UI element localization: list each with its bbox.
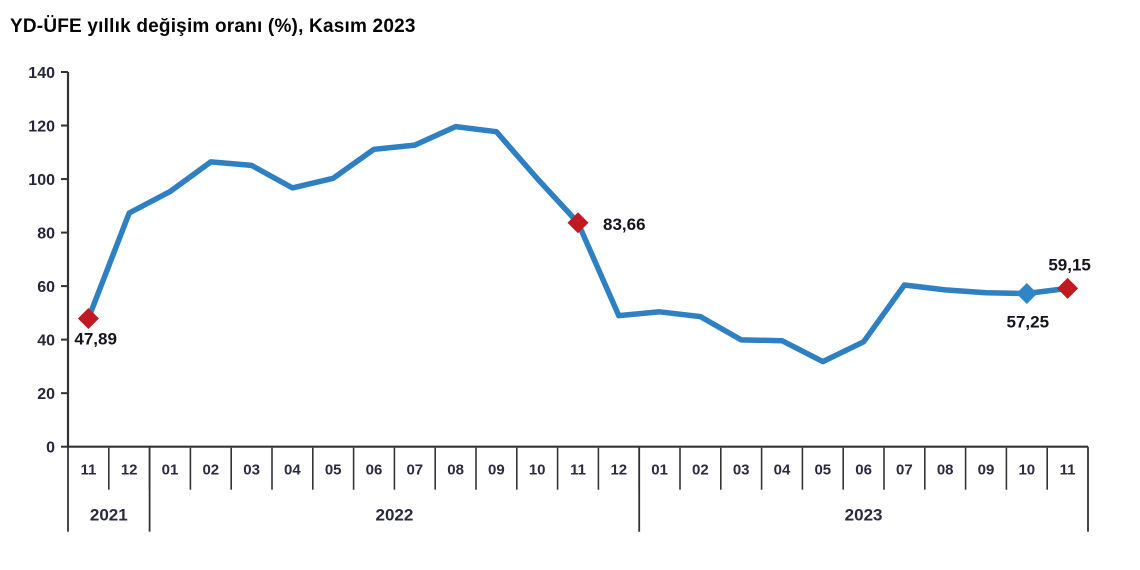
month-label: 12	[121, 462, 138, 479]
y-tick-label: 60	[37, 279, 55, 296]
month-label: 01	[651, 462, 668, 479]
month-label: 03	[733, 462, 750, 479]
data-point-label: 83,66	[603, 215, 646, 234]
month-label: 02	[692, 462, 709, 479]
data-point-marker	[1016, 282, 1038, 304]
y-tick-label: 0	[46, 440, 55, 457]
month-label: 04	[284, 462, 301, 479]
month-label: 09	[488, 462, 505, 479]
month-label: 01	[162, 462, 179, 479]
data-point-marker	[1057, 277, 1079, 299]
month-label: 05	[325, 462, 342, 479]
data-point-label: 47,89	[74, 330, 117, 349]
chart-title: YD-ÜFE yıllık değişim oranı (%), Kasım 2…	[10, 16, 416, 37]
data-point-marker	[567, 212, 589, 234]
month-label: 08	[447, 462, 464, 479]
month-label: 11	[570, 462, 586, 479]
month-label: 04	[774, 462, 791, 479]
y-tick-label: 40	[37, 333, 55, 350]
y-tick-label: 120	[28, 119, 55, 136]
year-label: 2021	[90, 506, 128, 525]
data-point-marker	[77, 308, 99, 330]
data-point-label: 57,25	[1007, 312, 1050, 331]
y-tick-label: 20	[37, 386, 55, 403]
month-label: 06	[366, 462, 383, 479]
month-label: 05	[814, 462, 831, 479]
month-label: 12	[610, 462, 627, 479]
year-label: 2023	[845, 506, 883, 525]
month-label: 08	[937, 462, 954, 479]
month-label: 09	[978, 462, 995, 479]
y-tick-label: 80	[37, 226, 55, 243]
data-line	[85, 123, 1071, 365]
month-label: 11	[1060, 462, 1076, 479]
month-label: 10	[1018, 462, 1035, 479]
month-label: 06	[855, 462, 872, 479]
month-label: 10	[529, 462, 546, 479]
month-label: 07	[406, 462, 423, 479]
y-tick-label: 100	[28, 172, 55, 189]
y-tick-label: 140	[28, 65, 55, 82]
data-point-label: 59,15	[1048, 255, 1091, 274]
month-label: 03	[243, 462, 260, 479]
month-label: 11	[80, 462, 96, 479]
month-label: 07	[896, 462, 913, 479]
month-label: 02	[202, 462, 219, 479]
year-label: 2022	[375, 506, 413, 525]
